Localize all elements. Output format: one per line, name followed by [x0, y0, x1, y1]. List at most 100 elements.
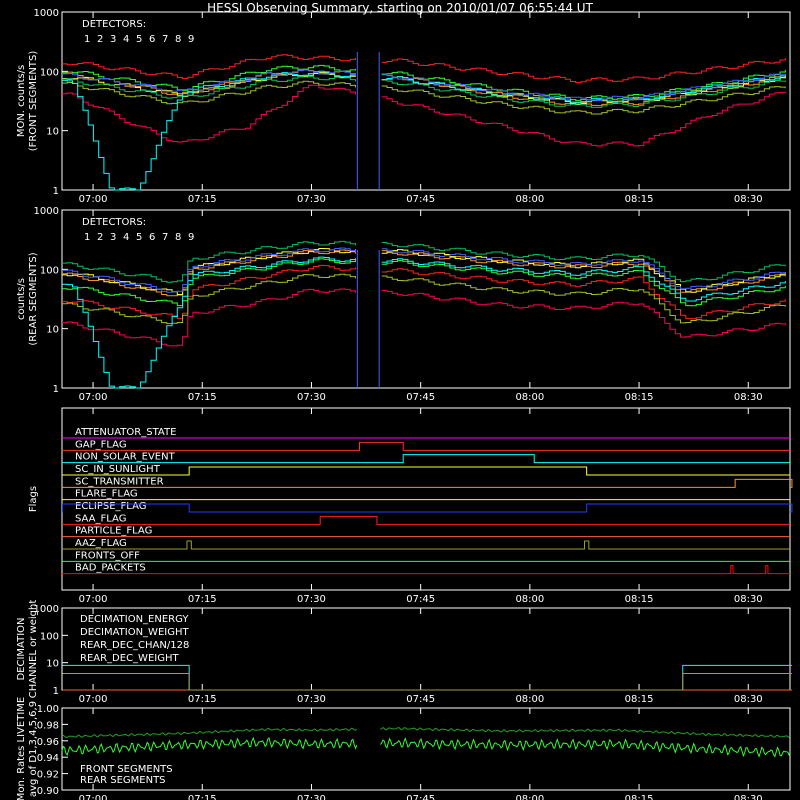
- decimation-ytick-label: 10: [46, 659, 59, 670]
- front-legend-4: 4: [123, 34, 129, 45]
- front-legend-6: 6: [149, 34, 155, 45]
- rear-xtick-label: 07:00: [79, 392, 108, 403]
- front-xtick-label: 08:30: [734, 194, 763, 205]
- rear-ytick-label: 10: [46, 325, 59, 336]
- rear-xtick-label: 07:30: [297, 392, 326, 403]
- rear-legend-4: 4: [123, 232, 129, 243]
- front-series-9: [62, 69, 786, 102]
- livetime-frame: [61, 707, 791, 791]
- front-xtick-label: 08:15: [625, 194, 654, 205]
- decimation-ylabel: CHANNEL or weight: [28, 600, 39, 699]
- plot-title: HESSI Observing Summary, starting on 201…: [207, 1, 593, 15]
- front-xtick-label: 07:00: [79, 194, 108, 205]
- flag-line-AAZ_FLAG: [62, 540, 790, 550]
- rear-series-1: [62, 288, 786, 347]
- rear-legend-8: 8: [175, 232, 181, 243]
- front-series-7: [62, 75, 786, 108]
- rear-series-3: [62, 249, 786, 297]
- decimation-legend-DECIMATION_ENERGY: DECIMATION_ENERGY: [80, 614, 189, 625]
- front-legend-9: 9: [188, 34, 194, 45]
- rear-legend-6: 6: [149, 232, 155, 243]
- flag-line-BAD_PACKETS: [62, 565, 790, 575]
- front-legend-7: 7: [162, 34, 168, 45]
- livetime-ytick-label: 0.92: [37, 770, 59, 781]
- livetime-ytick-label: 0.90: [37, 786, 59, 797]
- flag-line-NON_SOLAR_EVENT: [62, 454, 790, 464]
- decimation-ytick-label: 100: [40, 631, 59, 642]
- flag-label-SAA_FLAG: SAA_FLAG: [75, 513, 126, 524]
- flag-label-AAZ_FLAG: AAZ_FLAG: [75, 538, 127, 549]
- front-xtick-label: 07:30: [297, 194, 326, 205]
- flag-label-SC_IN_SUNLIGHT: SC_IN_SUNLIGHT: [75, 464, 161, 475]
- flag-label-BAD_PACKETS: BAD_PACKETS: [75, 563, 146, 574]
- rear-ylabel: (REAR SEGMENTS): [28, 252, 39, 345]
- front-series-2: [62, 54, 786, 84]
- front-ytick-label: 1: [53, 186, 59, 197]
- rear-series-7: [62, 240, 786, 283]
- rear-gap-edges: [356, 250, 380, 388]
- flags-ylabel: Flags: [28, 486, 39, 512]
- decimation-xtick-label: 07:30: [297, 694, 326, 705]
- livetime-legend-1: REAR SEGMENTS: [80, 775, 166, 786]
- flags-frame: [61, 407, 791, 591]
- rear-ytick-label: 100: [40, 265, 59, 276]
- livetime-xtick-label: 07:15: [188, 794, 217, 800]
- front-xtick-label: 07:45: [406, 194, 435, 205]
- flags-xtick-label: 08:30: [734, 594, 763, 605]
- rear-legend-9: 9: [188, 232, 194, 243]
- decimation-xtick-label: 08:00: [515, 694, 544, 705]
- decimation-ylabel: DECIMATION: [16, 617, 27, 680]
- livetime-legend-0: FRONT SEGMENTS: [80, 764, 173, 775]
- flag-line-ECLIPSE_FLAG: [61, 503, 793, 513]
- rear-xtick-label: 07:45: [406, 392, 435, 403]
- front-series-1: [62, 84, 786, 147]
- decimation-xtick-label: 08:15: [625, 694, 654, 705]
- rear-series-2: [62, 264, 786, 320]
- front-xtick-label: 08:00: [515, 194, 544, 205]
- rear-frame: [61, 209, 791, 389]
- front-ytick-label: 10: [46, 127, 59, 138]
- rear-series-4: [62, 248, 786, 295]
- livetime-ytick-label: 1.00: [37, 704, 59, 715]
- flags-xtick-label: 07:15: [188, 594, 217, 605]
- rear-legend-2: 2: [97, 232, 103, 243]
- decimation-xtick-label: 07:00: [79, 694, 108, 705]
- livetime-xtick-label: 07:45: [406, 794, 435, 800]
- rear-ytick-label: 1000: [34, 206, 59, 217]
- rear-series-6: [62, 258, 786, 307]
- rear-xtick-label: 08:30: [734, 392, 763, 403]
- front-legend-title: DETECTORS:: [82, 19, 146, 30]
- rear-series-9: [62, 247, 786, 293]
- livetime-ylabel: avg of D1,3,4,5,6,9: [28, 701, 39, 797]
- decimation-xtick-label: 08:30: [734, 694, 763, 705]
- front-xtick-label: 07:15: [188, 194, 217, 205]
- decimation-legend-REAR_DEC_WEIGHT: REAR_DEC_WEIGHT: [80, 653, 179, 664]
- rear-ylabel: counts/s: [16, 278, 27, 320]
- front-ylabel: MON. counts/s: [16, 65, 27, 137]
- rear-series-8: [62, 256, 786, 389]
- front-legend-5: 5: [136, 34, 142, 45]
- rear-legend-title: DETECTORS:: [82, 217, 146, 228]
- livetime-xtick-label: 08:15: [625, 794, 654, 800]
- front-legend-1: 1: [84, 34, 90, 45]
- front-ytick-label: 1000: [34, 8, 59, 19]
- rear-legend-1: 1: [84, 232, 90, 243]
- flag-line-GAP_FLAG: [62, 441, 790, 451]
- livetime-ytick-label: 0.98: [37, 720, 59, 731]
- front-ytick-label: 100: [40, 67, 59, 78]
- flag-label-SC_TRANSMITTER: SC_TRANSMITTER: [75, 476, 164, 487]
- front-series-5: [62, 80, 786, 115]
- front-legend-8: 8: [175, 34, 181, 45]
- livetime-ytick-label: 0.96: [37, 737, 59, 748]
- flag-line-SAA_FLAG: [62, 515, 790, 525]
- front-legend-2: 2: [97, 34, 103, 45]
- rear-xtick-label: 07:15: [188, 392, 217, 403]
- front-ylabel: (FRONT SEGMENTS): [28, 51, 39, 152]
- flags-xtick-label: 08:15: [625, 594, 654, 605]
- front-gap-edges: [356, 52, 380, 190]
- rear-legend-7: 7: [162, 232, 168, 243]
- flag-label-NON_SOLAR_EVENT: NON_SOLAR_EVENT: [75, 452, 176, 463]
- livetime-ylabel: Mon. Rates LIVETIME: [16, 697, 27, 800]
